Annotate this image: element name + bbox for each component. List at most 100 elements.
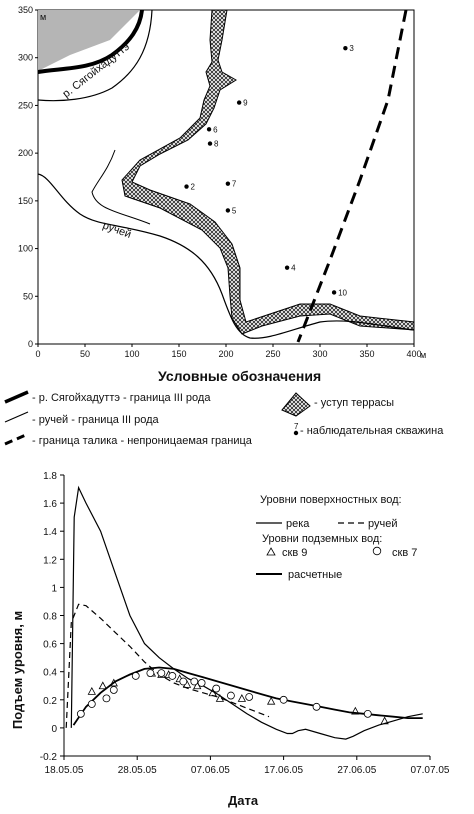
legend-river-text: - р. Сягойхадуттэ - граница III рода: [32, 392, 211, 404]
map-ytick-label: 250: [18, 100, 33, 110]
legend-symbols: 7: [4, 390, 311, 446]
chart-ytick-label: 0.4: [43, 668, 57, 679]
chart-axes: -0.2 0 0.2 0.4 0.6 0.8 1 1.2 1.4 1.6 1.8 18.05.05 28…: [40, 471, 450, 776]
map-xtick-label: 200: [218, 349, 233, 359]
map-xtick-label: 250: [265, 349, 280, 359]
wells-layer: 3 9 6 8 7 2 5 4 10: [184, 44, 354, 297]
legend-well-marker: [293, 430, 299, 436]
well7-point: [363, 709, 372, 718]
stream-line: [37, 173, 415, 339]
legend-stream-text: - ручей - граница III рода: [32, 414, 159, 426]
legend-talik-text: - граница талика - непроницаемая граница: [32, 435, 252, 447]
river-area: [38, 10, 140, 72]
well-marker: [236, 100, 242, 105]
well9-point: [237, 694, 247, 702]
well-marker: [225, 181, 231, 186]
legend-well-text: - наблюдательная скважина: [300, 425, 444, 437]
well9-point: [208, 688, 217, 697]
map-xtick-label: 150: [171, 349, 186, 359]
well9-point: [266, 696, 276, 705]
map-xtick-label: 0: [35, 349, 40, 359]
legend-computed-label: расчетные: [288, 569, 342, 581]
map-y-unit: м: [40, 12, 46, 22]
well7-point: [76, 709, 85, 718]
map-ytick-label: 50: [23, 291, 33, 301]
legend-terrace-symbol: [281, 392, 311, 417]
well-label: 6: [213, 125, 218, 134]
well-label: 10: [338, 288, 347, 297]
well7-point: [109, 686, 118, 694]
well7-point: [312, 702, 321, 711]
legend-group2-title: Уровни подземных вод:: [262, 533, 382, 545]
chart-ytick-label: 0: [51, 724, 57, 735]
legend-river-label: река: [286, 518, 310, 530]
map-axes: 0 50 100 150 200 250 300 350 400 0 50 100 150 200 250 3…: [18, 5, 422, 359]
legend-well-number: 7: [294, 422, 299, 431]
bank-line: [91, 149, 151, 225]
well-label: 7: [232, 180, 237, 189]
map-ytick-label: 150: [18, 196, 33, 206]
well7-point: [168, 672, 177, 680]
chart-ytick-label: 0.2: [43, 696, 57, 707]
chart-ytick-label: 1.8: [43, 471, 57, 482]
well7-point: [131, 672, 140, 680]
map-ytick-label: 100: [18, 244, 33, 254]
legend-stream-label: ручей: [368, 518, 398, 530]
chart-ytick-label: 0.6: [43, 640, 57, 651]
well7-point: [102, 694, 111, 703]
chart-ytick-label: 1.6: [43, 499, 57, 510]
well-marker: [343, 45, 348, 51]
legend-well7-label: скв 7: [392, 547, 417, 559]
well7-point: [146, 669, 155, 678]
well-marker: [331, 290, 337, 295]
chart-ytick-label: 1.2: [43, 555, 57, 566]
well7-point: [179, 677, 188, 686]
well-label: 8: [214, 140, 219, 149]
chart-ytick-label: -0.2: [40, 752, 58, 763]
map-ytick-label: 350: [18, 5, 33, 15]
well-label: 5: [232, 206, 237, 215]
well7-point: [157, 669, 166, 678]
chart-xtick-label: 28.05.05: [118, 765, 157, 776]
map-ytick-label: 300: [18, 53, 33, 63]
map-xtick-label: 50: [80, 349, 90, 359]
map-xtick-label: 300: [312, 349, 327, 359]
well-label: 4: [291, 264, 296, 273]
legend-river-symbol: [4, 390, 29, 404]
chart-xtick-label: 07.07.05: [411, 765, 450, 776]
chart-xlabel: Дата: [228, 793, 259, 808]
map-frame: [37, 9, 415, 345]
legend-talik-symbol: [4, 432, 29, 446]
legend-well7-marker: [372, 546, 382, 556]
chart-ytick-label: 0.8: [43, 612, 57, 623]
map-xtick-label: 400: [406, 349, 421, 359]
map-x-unit: м: [420, 350, 426, 360]
stream-series-line: [65, 603, 270, 728]
level-chart: -0.2 0 0.2 0.4 0.6 0.8 1 1.2 1.4 1.6 1.8 18.05.05 28…: [10, 471, 450, 808]
well9-point: [98, 681, 107, 690]
chart-series: [65, 485, 423, 740]
map-ytick-label: 0: [28, 339, 33, 349]
well7-point: [197, 679, 206, 687]
well9-point: [109, 678, 118, 687]
well-label: 3: [349, 44, 354, 53]
well9-point: [215, 694, 225, 702]
well-marker: [225, 208, 231, 213]
river-series-line: [70, 485, 423, 740]
well7-point: [190, 677, 199, 686]
map-xtick-label: 100: [124, 349, 139, 359]
chart-xtick-label: 27.06.05: [337, 765, 376, 776]
map-ytick-label: 200: [18, 148, 33, 158]
legend-group1-title: Уровни поверхностных вод:: [260, 494, 402, 506]
chart-xtick-label: 17.06.05: [264, 765, 303, 776]
well-marker: [284, 265, 290, 270]
chart-ytick-label: 1.4: [43, 527, 57, 538]
chart-ytick-label: 1: [51, 583, 57, 594]
well-label: 9: [243, 99, 248, 108]
river-boundary: [37, 9, 144, 74]
well9-point: [351, 706, 360, 715]
stream-label: ручей: [101, 220, 133, 241]
well7-point: [212, 684, 221, 693]
well9-point: [87, 687, 96, 695]
well7-point: [245, 693, 254, 701]
